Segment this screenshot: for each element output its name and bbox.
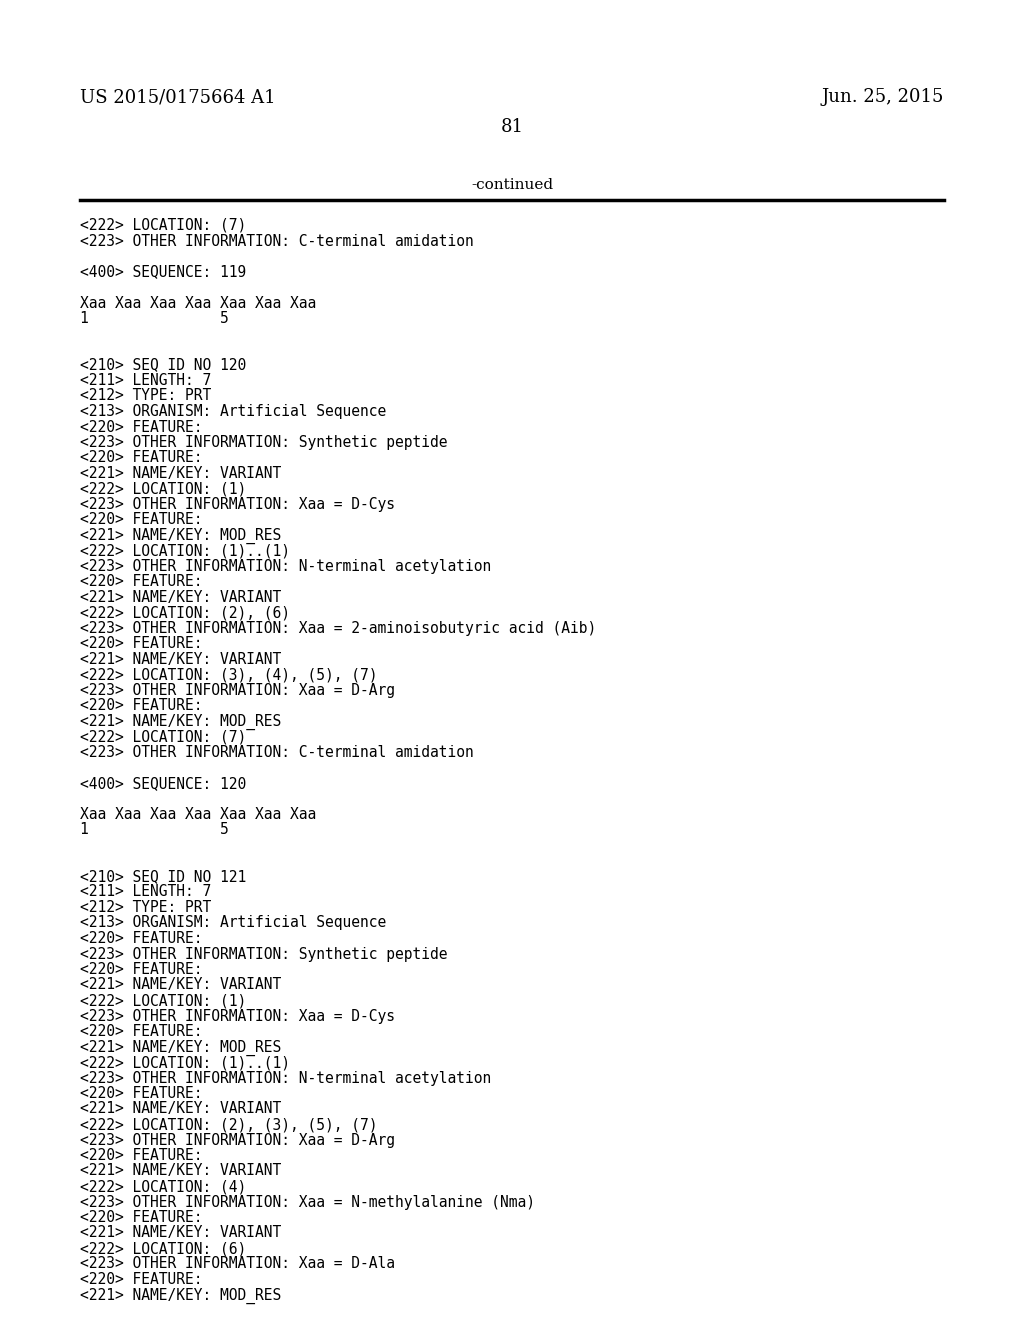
Text: <220> FEATURE:: <220> FEATURE: [80, 1024, 203, 1039]
Text: <220> FEATURE:: <220> FEATURE: [80, 1148, 203, 1163]
Text: <220> FEATURE:: <220> FEATURE: [80, 450, 203, 466]
Text: <223> OTHER INFORMATION: Synthetic peptide: <223> OTHER INFORMATION: Synthetic pepti… [80, 946, 447, 961]
Text: <222> LOCATION: (1)..(1): <222> LOCATION: (1)..(1) [80, 1055, 290, 1071]
Text: <220> FEATURE:: <220> FEATURE: [80, 931, 203, 946]
Text: <222> LOCATION: (3), (4), (5), (7): <222> LOCATION: (3), (4), (5), (7) [80, 668, 378, 682]
Text: Xaa Xaa Xaa Xaa Xaa Xaa Xaa: Xaa Xaa Xaa Xaa Xaa Xaa Xaa [80, 807, 316, 822]
Text: US 2015/0175664 A1: US 2015/0175664 A1 [80, 88, 275, 106]
Text: <222> LOCATION: (4): <222> LOCATION: (4) [80, 1179, 246, 1195]
Text: <222> LOCATION: (1): <222> LOCATION: (1) [80, 482, 246, 496]
Text: <223> OTHER INFORMATION: Xaa = 2-aminoisobutyric acid (Aib): <223> OTHER INFORMATION: Xaa = 2-aminois… [80, 620, 596, 636]
Text: <212> TYPE: PRT: <212> TYPE: PRT [80, 388, 211, 404]
Text: <223> OTHER INFORMATION: N-terminal acetylation: <223> OTHER INFORMATION: N-terminal acet… [80, 1071, 492, 1085]
Text: <400> SEQUENCE: 119: <400> SEQUENCE: 119 [80, 264, 246, 280]
Text: <223> OTHER INFORMATION: Xaa = D-Ala: <223> OTHER INFORMATION: Xaa = D-Ala [80, 1257, 395, 1271]
Text: <223> OTHER INFORMATION: N-terminal acetylation: <223> OTHER INFORMATION: N-terminal acet… [80, 558, 492, 574]
Text: <222> LOCATION: (2), (3), (5), (7): <222> LOCATION: (2), (3), (5), (7) [80, 1117, 378, 1133]
Text: <210> SEQ ID NO 121: <210> SEQ ID NO 121 [80, 869, 246, 884]
Text: <221> NAME/KEY: VARIANT: <221> NAME/KEY: VARIANT [80, 590, 282, 605]
Text: <222> LOCATION: (1): <222> LOCATION: (1) [80, 993, 246, 1008]
Text: <220> FEATURE:: <220> FEATURE: [80, 1086, 203, 1101]
Text: <213> ORGANISM: Artificial Sequence: <213> ORGANISM: Artificial Sequence [80, 404, 386, 418]
Text: <223> OTHER INFORMATION: C-terminal amidation: <223> OTHER INFORMATION: C-terminal amid… [80, 744, 474, 760]
Text: <220> FEATURE:: <220> FEATURE: [80, 574, 203, 590]
Text: <222> LOCATION: (6): <222> LOCATION: (6) [80, 1241, 246, 1257]
Text: <223> OTHER INFORMATION: Xaa = D-Cys: <223> OTHER INFORMATION: Xaa = D-Cys [80, 1008, 395, 1023]
Text: <220> FEATURE:: <220> FEATURE: [80, 420, 203, 434]
Text: <223> OTHER INFORMATION: Xaa = D-Arg: <223> OTHER INFORMATION: Xaa = D-Arg [80, 1133, 395, 1147]
Text: <223> OTHER INFORMATION: Xaa = D-Cys: <223> OTHER INFORMATION: Xaa = D-Cys [80, 498, 395, 512]
Text: <223> OTHER INFORMATION: Xaa = N-methylalanine (Nma): <223> OTHER INFORMATION: Xaa = N-methyla… [80, 1195, 535, 1209]
Text: <223> OTHER INFORMATION: Synthetic peptide: <223> OTHER INFORMATION: Synthetic pepti… [80, 436, 447, 450]
Text: <213> ORGANISM: Artificial Sequence: <213> ORGANISM: Artificial Sequence [80, 916, 386, 931]
Text: <220> FEATURE:: <220> FEATURE: [80, 512, 203, 528]
Text: <223> OTHER INFORMATION: Xaa = D-Arg: <223> OTHER INFORMATION: Xaa = D-Arg [80, 682, 395, 698]
Text: <400> SEQUENCE: 120: <400> SEQUENCE: 120 [80, 776, 246, 791]
Text: 1               5: 1 5 [80, 822, 228, 837]
Text: <222> LOCATION: (7): <222> LOCATION: (7) [80, 218, 246, 234]
Text: <220> FEATURE:: <220> FEATURE: [80, 636, 203, 652]
Text: <222> LOCATION: (1)..(1): <222> LOCATION: (1)..(1) [80, 544, 290, 558]
Text: <221> NAME/KEY: VARIANT: <221> NAME/KEY: VARIANT [80, 1225, 282, 1241]
Text: Xaa Xaa Xaa Xaa Xaa Xaa Xaa: Xaa Xaa Xaa Xaa Xaa Xaa Xaa [80, 296, 316, 310]
Text: <221> NAME/KEY: VARIANT: <221> NAME/KEY: VARIANT [80, 1101, 282, 1117]
Text: <222> LOCATION: (2), (6): <222> LOCATION: (2), (6) [80, 606, 290, 620]
Text: <211> LENGTH: 7: <211> LENGTH: 7 [80, 884, 211, 899]
Text: <220> FEATURE:: <220> FEATURE: [80, 962, 203, 977]
Text: <221> NAME/KEY: VARIANT: <221> NAME/KEY: VARIANT [80, 652, 282, 667]
Text: Jun. 25, 2015: Jun. 25, 2015 [821, 88, 944, 106]
Text: <221> NAME/KEY: VARIANT: <221> NAME/KEY: VARIANT [80, 466, 282, 480]
Text: 1               5: 1 5 [80, 312, 228, 326]
Text: <212> TYPE: PRT: <212> TYPE: PRT [80, 900, 211, 915]
Text: <220> FEATURE:: <220> FEATURE: [80, 1272, 203, 1287]
Text: <221> NAME/KEY: MOD_RES: <221> NAME/KEY: MOD_RES [80, 714, 282, 730]
Text: <223> OTHER INFORMATION: C-terminal amidation: <223> OTHER INFORMATION: C-terminal amid… [80, 234, 474, 248]
Text: <221> NAME/KEY: MOD_RES: <221> NAME/KEY: MOD_RES [80, 1287, 282, 1304]
Text: <220> FEATURE:: <220> FEATURE: [80, 1210, 203, 1225]
Text: <220> FEATURE:: <220> FEATURE: [80, 698, 203, 714]
Text: <221> NAME/KEY: VARIANT: <221> NAME/KEY: VARIANT [80, 978, 282, 993]
Text: <210> SEQ ID NO 120: <210> SEQ ID NO 120 [80, 358, 246, 372]
Text: <221> NAME/KEY: MOD_RES: <221> NAME/KEY: MOD_RES [80, 528, 282, 544]
Text: <221> NAME/KEY: VARIANT: <221> NAME/KEY: VARIANT [80, 1163, 282, 1179]
Text: -continued: -continued [471, 178, 553, 191]
Text: 81: 81 [501, 117, 523, 136]
Text: <222> LOCATION: (7): <222> LOCATION: (7) [80, 730, 246, 744]
Text: <211> LENGTH: 7: <211> LENGTH: 7 [80, 374, 211, 388]
Text: <221> NAME/KEY: MOD_RES: <221> NAME/KEY: MOD_RES [80, 1040, 282, 1056]
